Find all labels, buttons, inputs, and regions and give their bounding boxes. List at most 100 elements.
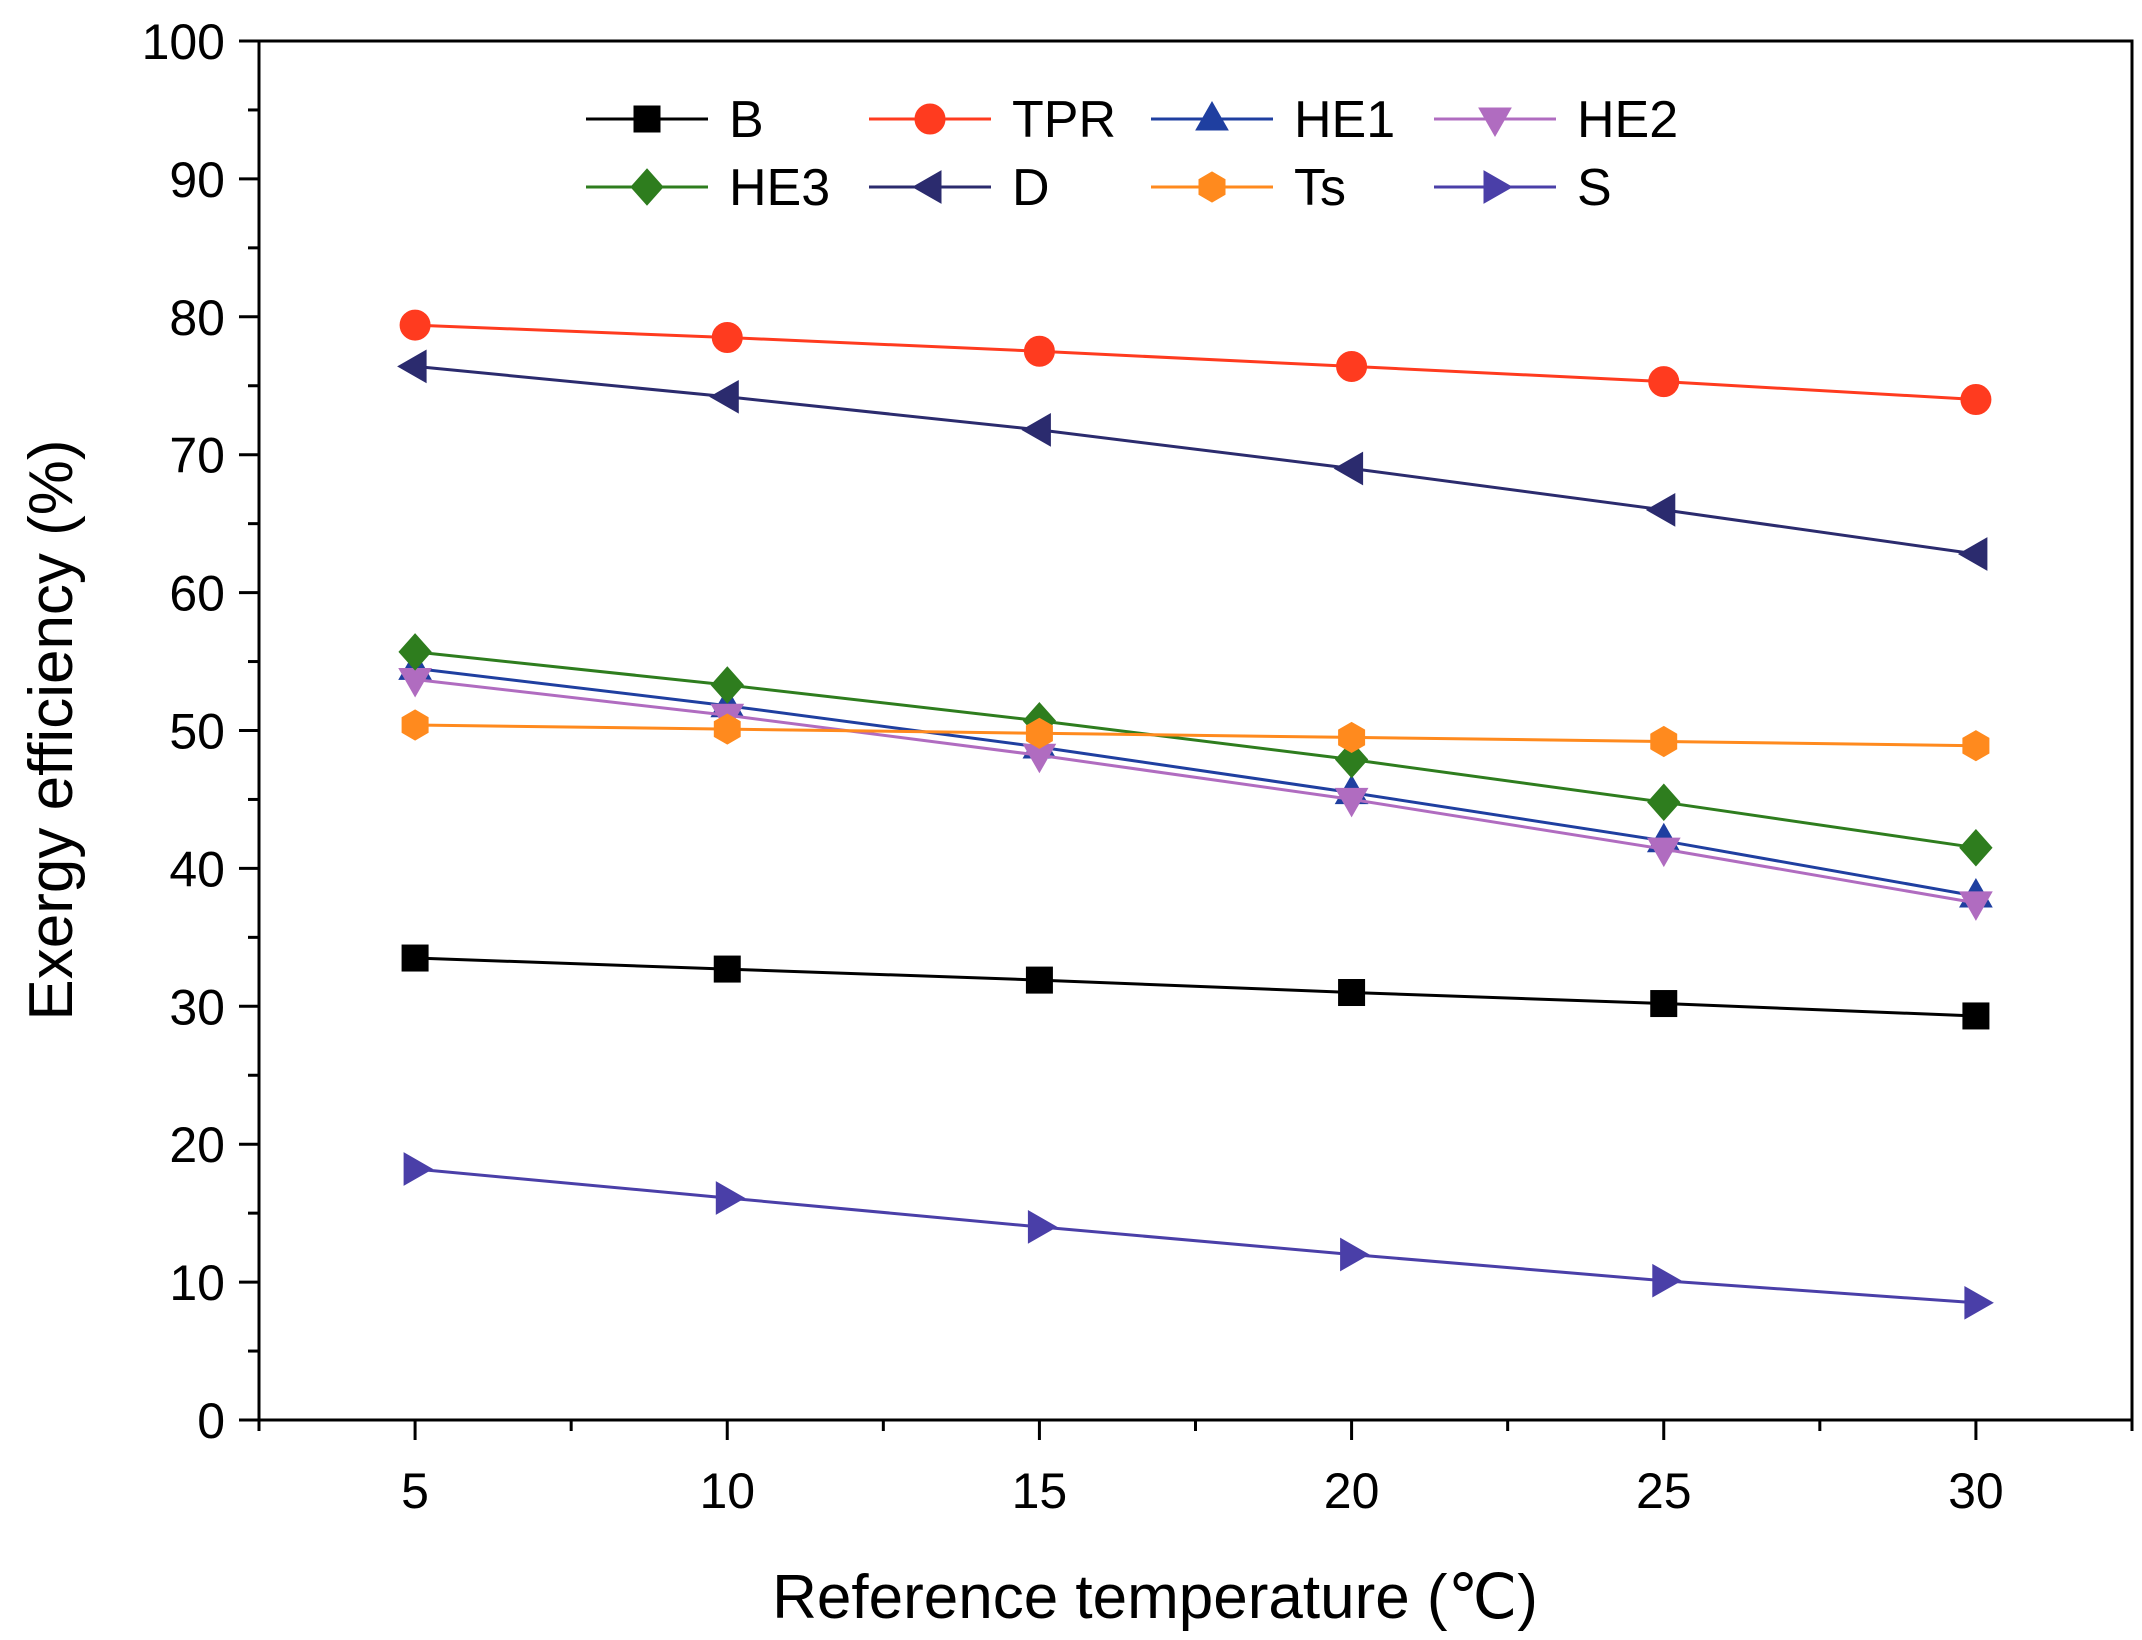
legend-item-ts: Ts [1151,159,1346,217]
y-tick-label-50: 50 [169,704,225,760]
y-tick-label-60: 60 [169,566,225,622]
data-point-he2-25 [1646,837,1681,868]
data-point-s-10 [715,1181,746,1215]
data-point-he2-30 [1959,891,1993,921]
series-line-d [414,364,1977,556]
series-line-he1 [414,666,1977,898]
data-point-he3-10 [710,666,744,704]
legend-marker-s [1483,170,1514,204]
series-b [401,944,1990,1030]
series-line-he2 [414,678,1977,905]
data-point-he3-30 [1959,828,1993,867]
legend-item-d: D [869,159,1050,217]
data-point-b-10 [713,955,741,983]
data-point-he2-5 [398,668,432,698]
legend-label-he2: HE2 [1577,91,1678,149]
series-line-ts [415,723,1976,748]
data-point-b-5 [401,944,429,972]
y-tick-label-40: 40 [169,841,225,897]
data-point-ts-20 [1338,721,1366,753]
series-ts [401,709,1990,762]
legend-marker-he1 [1195,100,1229,131]
legend-label-ts: Ts [1294,159,1346,217]
series-line-tpr [415,323,1976,401]
y-tick-label-100: 100 [142,14,225,70]
data-point-d-15 [1021,413,1051,447]
data-point-tpr-25 [1648,366,1680,398]
data-point-d-25 [1645,493,1676,527]
data-point-s-30 [1964,1285,1994,1320]
data-point-he2-20 [1334,787,1369,818]
legend-item-tpr: TPR [869,91,1116,149]
data-point-b-20 [1338,979,1366,1007]
y-tick-label-0: 0 [197,1393,225,1449]
data-point-b-15 [1025,966,1053,994]
legend-marker-b [633,105,661,133]
data-point-s-20 [1340,1237,1370,1272]
y-tick-label-70: 70 [169,428,225,484]
data-point-he3-20 [1334,740,1369,779]
legend-label-d: D [1012,159,1050,217]
y-tick-label-20: 20 [169,1117,225,1173]
legend-marker-d [911,170,942,204]
data-point-he3-25 [1647,783,1681,821]
legend-label-he1: HE1 [1294,91,1395,149]
y-tick-label-90: 90 [169,152,225,208]
x-axis-title: Reference temperature (℃) [772,1563,1538,1632]
data-point-tpr-20 [1336,350,1368,382]
data-point-b-25 [1650,990,1678,1018]
x-tick-label-15: 15 [1012,1463,1068,1519]
data-point-ts-25 [1650,725,1678,758]
data-point-s-25 [1652,1263,1682,1298]
series-s [403,1152,1994,1320]
data-point-b-30 [1962,1002,1990,1030]
legend: B TPR HE1 HE2 HE3 D Ts S [586,91,1678,217]
legend-label-tpr: TPR [1012,91,1116,149]
data-point-d-30 [1957,537,1988,571]
legend-item-he1: HE1 [1151,91,1395,149]
data-point-s-5 [403,1152,434,1186]
y-tick-label-30: 30 [169,979,225,1035]
legend-label-he3: HE3 [729,159,830,217]
series-d [397,349,1988,571]
data-point-tpr-5 [399,309,431,341]
data-point-d-10 [709,379,739,414]
legend-item-he3: HE3 [586,159,830,217]
y-axis-title: Exergy efficiency (%) [17,439,86,1020]
series-layer [397,309,1994,1320]
data-point-d-5 [397,349,427,384]
data-point-ts-15 [1025,717,1053,749]
series-he1 [398,650,1993,908]
x-tick-label-20: 20 [1324,1463,1380,1519]
data-point-tpr-15 [1023,335,1055,367]
data-point-ts-30 [1962,730,1990,762]
series-line-s [414,1167,1977,1305]
legend-marker-tpr [914,103,946,135]
data-point-tpr-10 [711,321,743,353]
legend-label-s: S [1577,159,1612,217]
legend-item-b: B [586,91,764,149]
legend-marker-he3 [630,168,664,206]
data-point-tpr-30 [1960,384,1992,416]
axes: 0 10 20 30 40 50 60 70 80 90 100 5 10 15 20 25 30 [142,14,2134,1519]
series-line-b [415,956,1976,1018]
legend-item-s: S [1434,159,1612,217]
data-point-ts-10 [713,713,741,745]
legend-item-he2: HE2 [1434,91,1678,149]
data-point-ts-5 [401,709,429,741]
legend-marker-ts [1198,171,1226,203]
plot-frame [257,39,2134,1422]
series-tpr [399,309,1992,416]
series-he2 [398,668,1993,921]
legend-label-b: B [729,91,764,149]
x-tick-label-30: 30 [1948,1463,2004,1519]
series-he3 [398,633,1993,867]
data-point-s-15 [1027,1210,1058,1244]
data-point-he3-5 [398,633,432,671]
legend-marker-he2 [1478,107,1512,138]
x-tick-label-25: 25 [1636,1463,1692,1519]
x-tick-label-5: 5 [401,1463,429,1519]
x-tick-label-10: 10 [699,1463,755,1519]
y-tick-label-80: 80 [169,290,225,346]
